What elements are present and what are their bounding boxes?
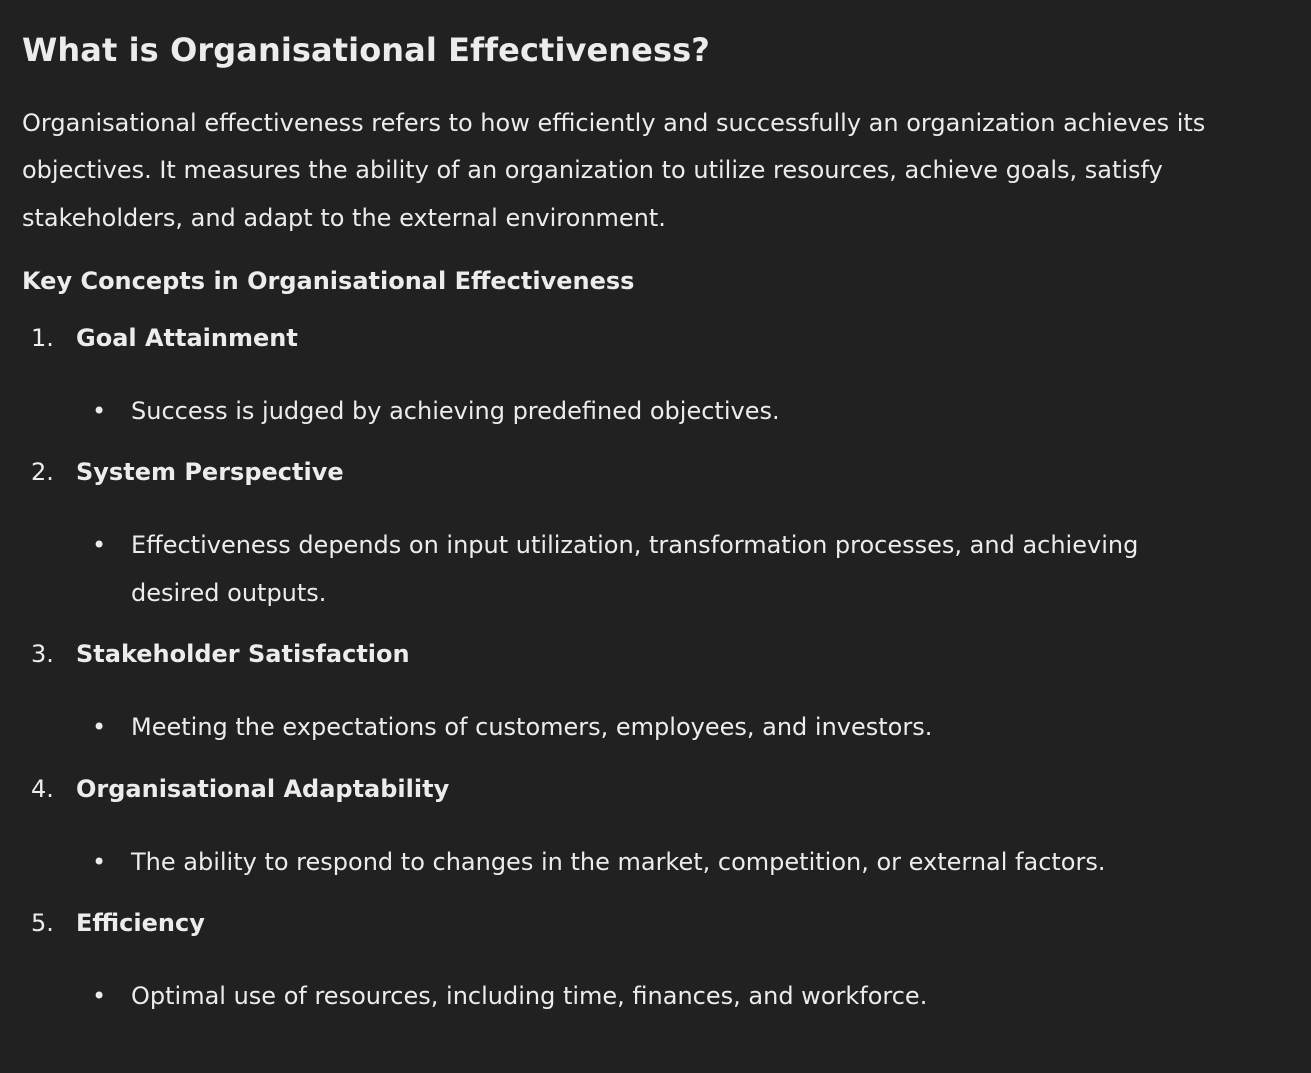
concept-title-row: 4. Organisational Adaptability [22, 772, 1289, 806]
intro-paragraph: Organisational effectiveness refers to h… [22, 108, 1206, 232]
concept-number: 2. [31, 458, 54, 487]
page-title: What is Organisational Effectiveness? [22, 31, 710, 69]
concept-number: 4. [31, 774, 54, 803]
concept-title: System Perspective [76, 458, 344, 487]
concept-bullets: • Success is judged by achieving predefi… [22, 388, 1289, 436]
section-heading: Key Concepts in Organisational Effective… [22, 267, 635, 296]
bullet-item: • Meeting the expectations of customers,… [22, 704, 1289, 752]
concept-title: Goal Attainment [76, 323, 298, 352]
concept-bullets: • Effectiveness depends on input utiliza… [22, 522, 1289, 617]
bullet-dot-icon: • [92, 982, 107, 1011]
concept-bullets: • Meeting the expectations of customers,… [22, 704, 1289, 752]
concept-item-efficiency: 5. Efficiency • Optimal use of resources… [22, 906, 1289, 1021]
concept-item-system-perspective: 2. System Perspective • Effectiveness de… [22, 455, 1289, 617]
concept-bullets: • Optimal use of resources, including ti… [22, 973, 1289, 1021]
bullet-item: • Optimal use of resources, including ti… [22, 973, 1289, 1021]
bullet-text: Success is judged by achieving predefine… [131, 396, 780, 425]
bullet-dot-icon: • [92, 713, 107, 742]
bullet-dot-icon: • [92, 847, 107, 876]
bullet-text: Optimal use of resources, including time… [131, 982, 928, 1011]
bullet-dot-icon: • [92, 531, 107, 560]
concept-number: 1. [31, 323, 54, 352]
concept-title: Efficiency [76, 909, 205, 938]
bullet-dot-icon: • [92, 396, 107, 425]
document-body: What is Organisational Effectiveness? Or… [22, 31, 1289, 1021]
bullet-text: Effectiveness depends on input utilizati… [131, 531, 1139, 607]
concept-bullets: • The ability to respond to changes in t… [22, 839, 1289, 887]
concept-item-goal-attainment: 1. Goal Attainment • Success is judged b… [22, 321, 1289, 436]
concept-title-row: 1. Goal Attainment [22, 321, 1289, 355]
concept-number: 3. [31, 640, 54, 669]
concept-title-row: 2. System Perspective [22, 455, 1289, 489]
concept-title: Stakeholder Satisfaction [76, 640, 410, 669]
bullet-item: • Success is judged by achieving predefi… [22, 388, 1289, 436]
concept-item-organisational-adaptability: 4. Organisational Adaptability • The abi… [22, 772, 1289, 887]
concept-number: 5. [31, 909, 54, 938]
bullet-text: The ability to respond to changes in the… [131, 847, 1106, 876]
bullet-item: • Effectiveness depends on input utiliza… [22, 522, 1289, 617]
concept-list: 1. Goal Attainment • Success is judged b… [22, 321, 1289, 1021]
concept-item-stakeholder-satisfaction: 3. Stakeholder Satisfaction • Meeting th… [22, 637, 1289, 752]
concept-title-row: 3. Stakeholder Satisfaction [22, 637, 1289, 671]
bullet-item: • The ability to respond to changes in t… [22, 839, 1289, 887]
concept-title: Organisational Adaptability [76, 774, 450, 803]
bullet-text: Meeting the expectations of customers, e… [131, 713, 933, 742]
concept-title-row: 5. Efficiency [22, 906, 1289, 940]
